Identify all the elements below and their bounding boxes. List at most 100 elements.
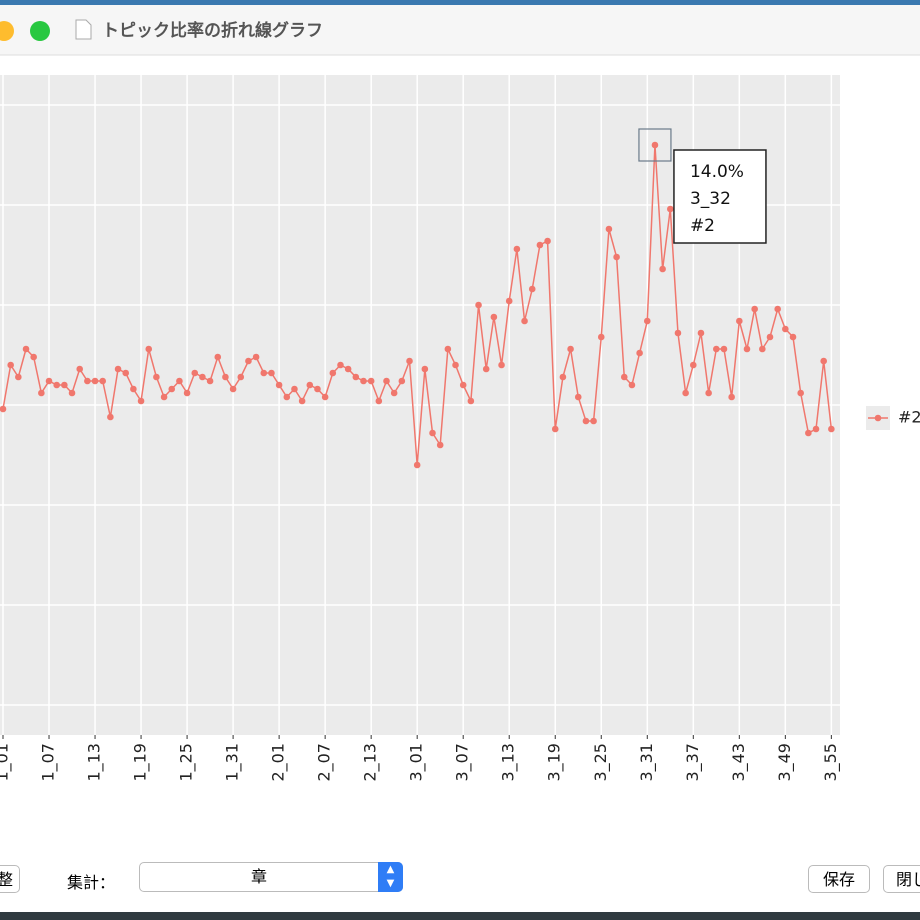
point bbox=[252, 353, 260, 361]
point bbox=[490, 313, 498, 321]
x-tick-label: 1_25 bbox=[177, 743, 197, 782]
point bbox=[682, 389, 689, 397]
point bbox=[107, 413, 114, 421]
point bbox=[751, 305, 758, 313]
zoom-button[interactable] bbox=[30, 21, 50, 41]
point bbox=[705, 389, 712, 397]
point bbox=[674, 329, 682, 337]
point bbox=[782, 325, 789, 333]
point bbox=[30, 353, 37, 361]
point bbox=[759, 345, 766, 353]
point bbox=[636, 349, 643, 357]
point bbox=[99, 377, 107, 385]
point bbox=[505, 297, 513, 305]
plot: 1_01 1_07 1_13 1_19 1_25 1_31 2_01 2_07 2_13 3_01… bbox=[0, 75, 920, 782]
point bbox=[291, 385, 298, 393]
point bbox=[559, 373, 567, 381]
point bbox=[613, 253, 620, 261]
point bbox=[605, 225, 613, 233]
save-button[interactable]: 保存 bbox=[808, 865, 870, 893]
point bbox=[199, 373, 206, 381]
point bbox=[467, 397, 475, 405]
point bbox=[360, 377, 367, 385]
point bbox=[214, 353, 222, 361]
aggregate-label: 集計： bbox=[67, 873, 116, 892]
point bbox=[720, 345, 728, 353]
point bbox=[7, 361, 14, 369]
point bbox=[498, 361, 505, 369]
point bbox=[237, 373, 245, 381]
tooltip-series: #2 bbox=[690, 216, 715, 236]
point bbox=[666, 205, 674, 213]
point bbox=[697, 329, 705, 337]
point bbox=[651, 141, 659, 149]
point bbox=[38, 389, 45, 397]
point bbox=[383, 377, 390, 385]
point bbox=[122, 369, 130, 377]
point bbox=[168, 385, 176, 393]
point bbox=[820, 357, 827, 365]
aggregate-value: 章 bbox=[250, 867, 267, 886]
point bbox=[521, 317, 528, 325]
point bbox=[229, 385, 237, 393]
point bbox=[329, 369, 337, 377]
point bbox=[444, 345, 452, 353]
point bbox=[620, 373, 628, 381]
point bbox=[659, 265, 666, 273]
point bbox=[314, 385, 321, 393]
aggregate-select[interactable]: 章 ▲ ▼ bbox=[139, 862, 403, 892]
minimize-button[interactable] bbox=[0, 21, 14, 41]
point bbox=[222, 373, 229, 381]
point bbox=[352, 373, 360, 381]
x-tick-label: 3_55 bbox=[821, 743, 841, 782]
point bbox=[337, 361, 344, 369]
point bbox=[536, 241, 544, 249]
point bbox=[114, 365, 122, 373]
x-tick-label: 3_07 bbox=[453, 743, 473, 782]
point bbox=[513, 245, 521, 253]
point bbox=[145, 345, 153, 353]
point bbox=[153, 373, 160, 381]
x-tick-label: 3_01 bbox=[407, 743, 427, 782]
point bbox=[268, 369, 275, 377]
point bbox=[260, 369, 268, 377]
point bbox=[76, 365, 83, 373]
x-tick-label: 3_37 bbox=[683, 743, 703, 782]
tooltip: 14.0% 3_32 #2 bbox=[673, 149, 767, 244]
x-tick-label: 1_31 bbox=[223, 743, 243, 782]
point bbox=[137, 397, 145, 405]
point bbox=[53, 381, 60, 389]
legend-point bbox=[874, 414, 882, 422]
point bbox=[298, 397, 306, 405]
point bbox=[68, 389, 76, 397]
point bbox=[590, 417, 597, 425]
tooltip-value: 14.0% bbox=[690, 162, 744, 182]
close-button[interactable]: 閉じ bbox=[883, 865, 920, 893]
point bbox=[390, 389, 398, 397]
point bbox=[15, 373, 22, 381]
point bbox=[812, 425, 820, 433]
highlight-box bbox=[638, 128, 672, 162]
point bbox=[206, 377, 214, 385]
x-tick-label: 3_13 bbox=[499, 743, 519, 782]
x-tick-label: 2_01 bbox=[269, 743, 289, 782]
select-stepper: ▲ ▼ bbox=[378, 862, 403, 892]
x-tick-label: 1_13 bbox=[85, 743, 105, 782]
point bbox=[567, 345, 574, 353]
top-strip bbox=[0, 0, 920, 5]
point bbox=[736, 317, 743, 325]
point bbox=[61, 381, 68, 389]
point bbox=[475, 301, 482, 309]
point bbox=[91, 377, 99, 385]
point bbox=[398, 377, 406, 385]
tooltip-category: 3_32 bbox=[690, 189, 731, 209]
adjust-button[interactable]: 整 bbox=[0, 865, 20, 893]
point bbox=[452, 361, 459, 369]
x-tick-label: 1_01 bbox=[0, 743, 13, 782]
x-tick-label: 3_49 bbox=[775, 743, 795, 782]
point bbox=[544, 237, 551, 245]
desktop-strip bbox=[0, 912, 920, 920]
title-bar bbox=[0, 5, 920, 55]
x-tick-label: 2_13 bbox=[361, 743, 381, 782]
point bbox=[766, 333, 774, 341]
